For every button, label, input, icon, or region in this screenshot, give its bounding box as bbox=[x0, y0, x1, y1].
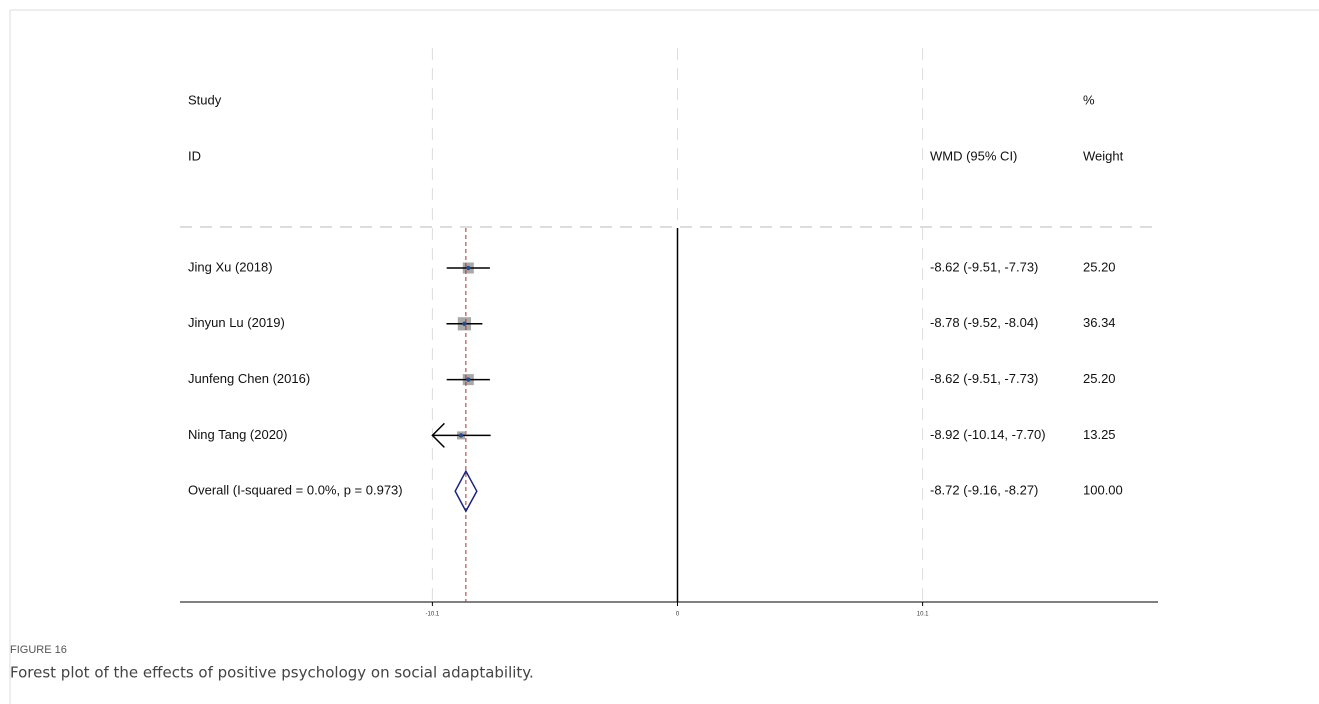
header-study: Study bbox=[188, 92, 222, 107]
figure-caption: Forest plot of the effects of positive p… bbox=[10, 664, 534, 682]
header-effect: WMD (95% CI) bbox=[930, 148, 1017, 163]
header-id: ID bbox=[188, 148, 201, 163]
ci-label: -8.62 (-9.51, -7.73) bbox=[930, 371, 1038, 386]
x-tick-label: 10.1 bbox=[917, 612, 929, 618]
weight-label: 25.20 bbox=[1083, 259, 1116, 274]
weight-label: 13.25 bbox=[1083, 427, 1116, 442]
x-tick-label: 0 bbox=[676, 612, 680, 618]
point-estimate bbox=[466, 377, 471, 382]
study-name: Jing Xu (2018) bbox=[188, 259, 273, 274]
study-name: Ning Tang (2020) bbox=[188, 427, 288, 442]
ci-label: -8.92 (-10.14, -7.70) bbox=[930, 427, 1046, 442]
overall-name: Overall (I-squared = 0.0%, p = 0.973) bbox=[188, 483, 403, 498]
weight-label: 100.00 bbox=[1083, 483, 1123, 498]
header-weight: Weight bbox=[1083, 148, 1124, 163]
study-name: Junfeng Chen (2016) bbox=[188, 371, 310, 386]
overall-diamond bbox=[454, 469, 478, 513]
weight-label: 36.34 bbox=[1083, 315, 1116, 330]
study-name: Jinyun Lu (2019) bbox=[188, 315, 285, 330]
ci-label: -8.78 (-9.52, -8.04) bbox=[930, 315, 1038, 330]
figure-label: FIGURE 16 bbox=[10, 644, 67, 656]
ci-label: -8.72 (-9.16, -8.27) bbox=[930, 483, 1038, 498]
point-estimate bbox=[466, 265, 471, 271]
x-tick-label: -10.1 bbox=[426, 612, 440, 618]
ci-arrow bbox=[431, 422, 445, 448]
weight-label: 25.20 bbox=[1083, 371, 1116, 386]
point-estimate bbox=[458, 433, 464, 438]
ci-label: -8.62 (-9.51, -7.73) bbox=[930, 259, 1038, 274]
header-percent: % bbox=[1083, 92, 1095, 107]
